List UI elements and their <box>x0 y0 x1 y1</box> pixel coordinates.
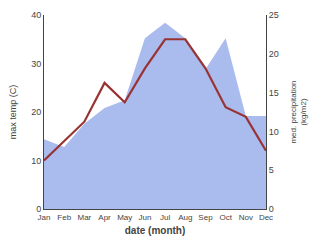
svg-text:20: 20 <box>31 107 41 117</box>
svg-text:Jan: Jan <box>38 213 51 222</box>
svg-text:10: 10 <box>269 127 279 137</box>
svg-text:0: 0 <box>36 204 41 214</box>
svg-text:Mar: Mar <box>77 213 91 222</box>
svg-text:max temp (C): max temp (C) <box>8 85 18 140</box>
svg-text:30: 30 <box>31 59 41 69</box>
svg-text:20: 20 <box>269 49 279 59</box>
svg-text:25: 25 <box>269 10 279 20</box>
svg-text:15: 15 <box>269 88 279 98</box>
svg-text:May: May <box>117 213 132 222</box>
svg-text:date (month): date (month) <box>125 225 186 236</box>
svg-text:Jun: Jun <box>138 213 151 222</box>
svg-text:40: 40 <box>31 10 41 20</box>
svg-text:Jul: Jul <box>160 213 170 222</box>
svg-text:Aug: Aug <box>178 213 192 222</box>
svg-text:Apr: Apr <box>98 213 111 222</box>
svg-text:Oct: Oct <box>219 213 232 222</box>
svg-text:Nov: Nov <box>239 213 253 222</box>
svg-text:med. precipitation(kg/m2): med. precipitation(kg/m2) <box>289 80 308 143</box>
svg-text:Feb: Feb <box>57 213 71 222</box>
svg-text:Sep: Sep <box>198 213 213 222</box>
svg-text:10: 10 <box>31 156 41 166</box>
svg-text:5: 5 <box>269 165 274 175</box>
svg-text:0: 0 <box>269 204 274 214</box>
svg-text:Dec: Dec <box>259 213 273 222</box>
